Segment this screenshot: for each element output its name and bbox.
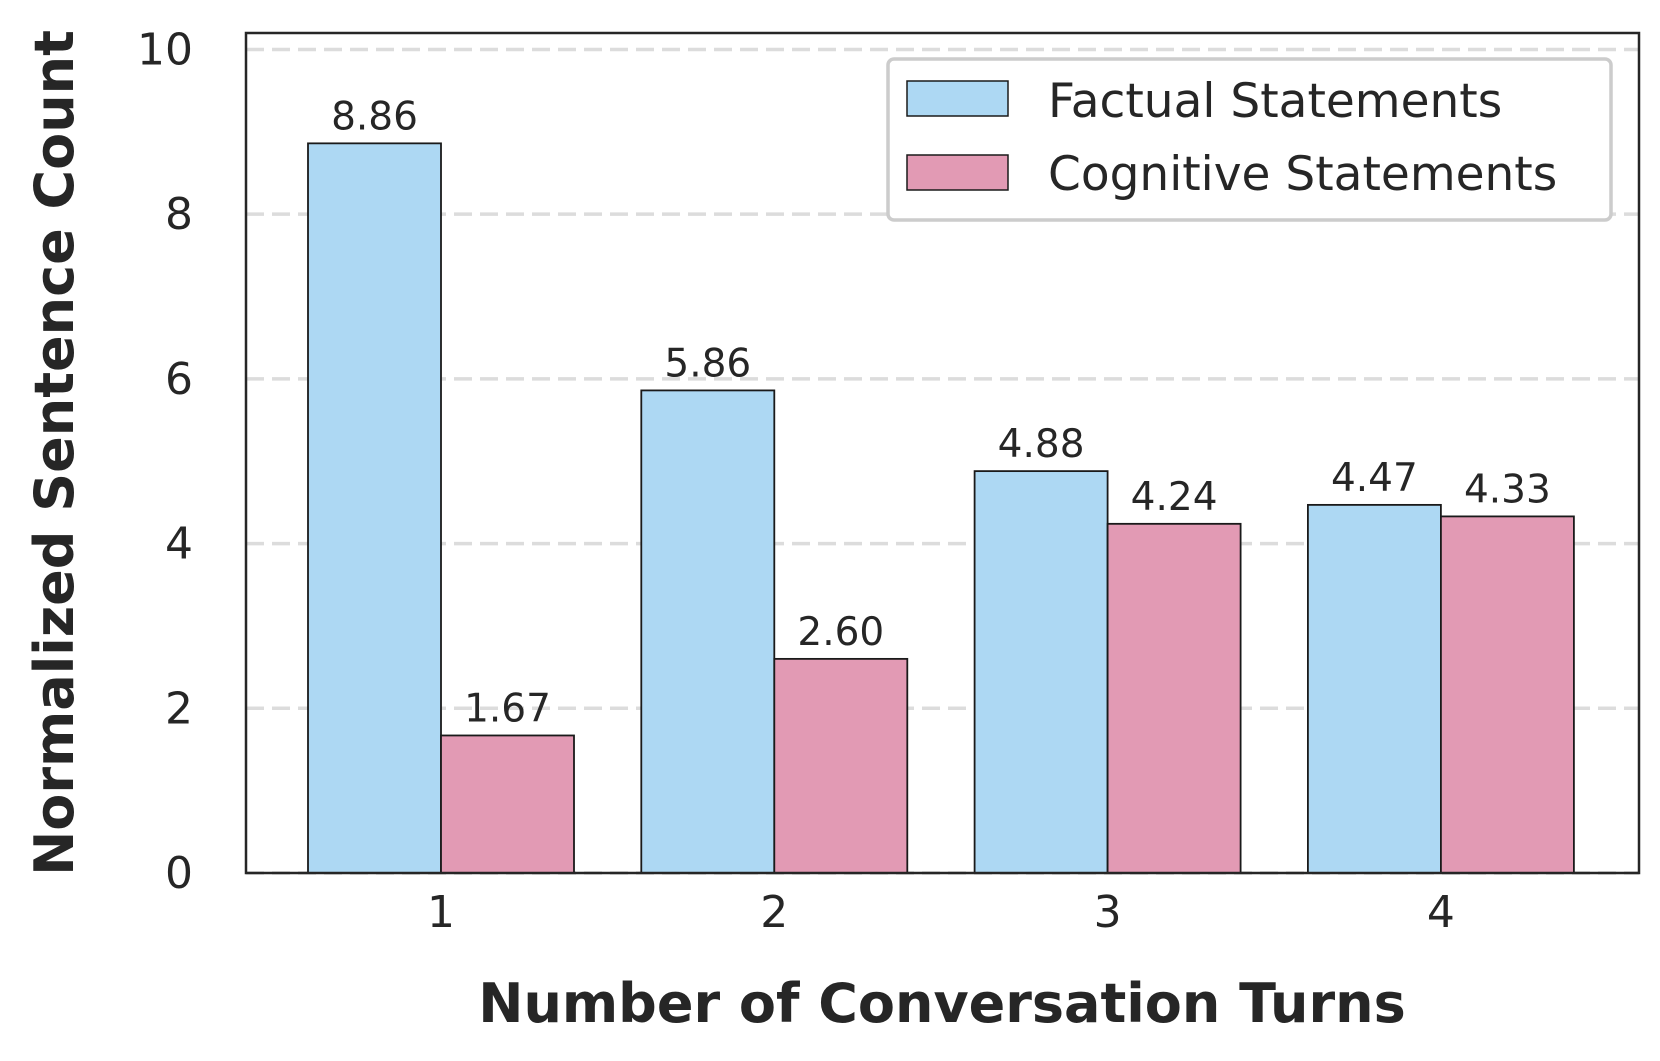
y-tick-label: 4 xyxy=(165,519,193,570)
legend: Factual Statements Cognitive Statements xyxy=(886,57,1613,222)
bar-value-label: 5.86 xyxy=(664,341,751,386)
y-axis-ticks: 0 2 4 6 8 10 xyxy=(137,24,193,899)
y-axis-title: Normalized Sentence Count xyxy=(23,30,86,876)
y-tick-label: 10 xyxy=(137,24,193,75)
x-tick-label: 1 xyxy=(427,887,455,938)
bar xyxy=(773,657,909,874)
x-tick-label: 3 xyxy=(1094,887,1122,938)
bar xyxy=(1307,503,1442,874)
y-tick-label: 8 xyxy=(165,189,193,240)
bar-value-label: 1.67 xyxy=(464,686,551,731)
bar-value-label: 8.86 xyxy=(331,94,418,139)
bar-value-label: 4.33 xyxy=(1464,467,1551,512)
y-tick-label: 2 xyxy=(165,683,193,734)
x-axis-ticks: 1 2 3 4 xyxy=(427,887,1455,938)
bar xyxy=(973,470,1109,874)
legend-swatch-factual xyxy=(906,80,1009,117)
bar xyxy=(1440,515,1575,874)
bar xyxy=(440,734,575,874)
bar xyxy=(1106,522,1242,874)
x-tick-label: 4 xyxy=(1427,887,1455,938)
y-tick-label: 0 xyxy=(165,848,193,899)
x-axis-title: Number of Conversation Turns xyxy=(478,972,1405,1035)
x-tick-label: 2 xyxy=(760,887,788,938)
bars xyxy=(307,142,1575,874)
data-labels: 8.86 1.67 5.86 2.60 4.88 4.24 4.47 4.33 xyxy=(331,94,1551,731)
legend-label-factual: Factual Statements xyxy=(1048,74,1502,129)
y-tick-label: 6 xyxy=(165,354,193,405)
legend-label-cognitive: Cognitive Statements xyxy=(1048,147,1557,202)
bar-value-label: 4.47 xyxy=(1331,456,1418,501)
plot-frame xyxy=(244,31,1641,875)
bar-value-label: 4.88 xyxy=(998,422,1085,467)
bar-value-label: 2.60 xyxy=(797,610,884,655)
legend-swatch-cognitive xyxy=(906,154,1009,191)
bar xyxy=(307,142,442,874)
bar-value-label: 4.24 xyxy=(1131,475,1218,520)
bar xyxy=(640,389,776,874)
legend-box xyxy=(886,57,1613,222)
